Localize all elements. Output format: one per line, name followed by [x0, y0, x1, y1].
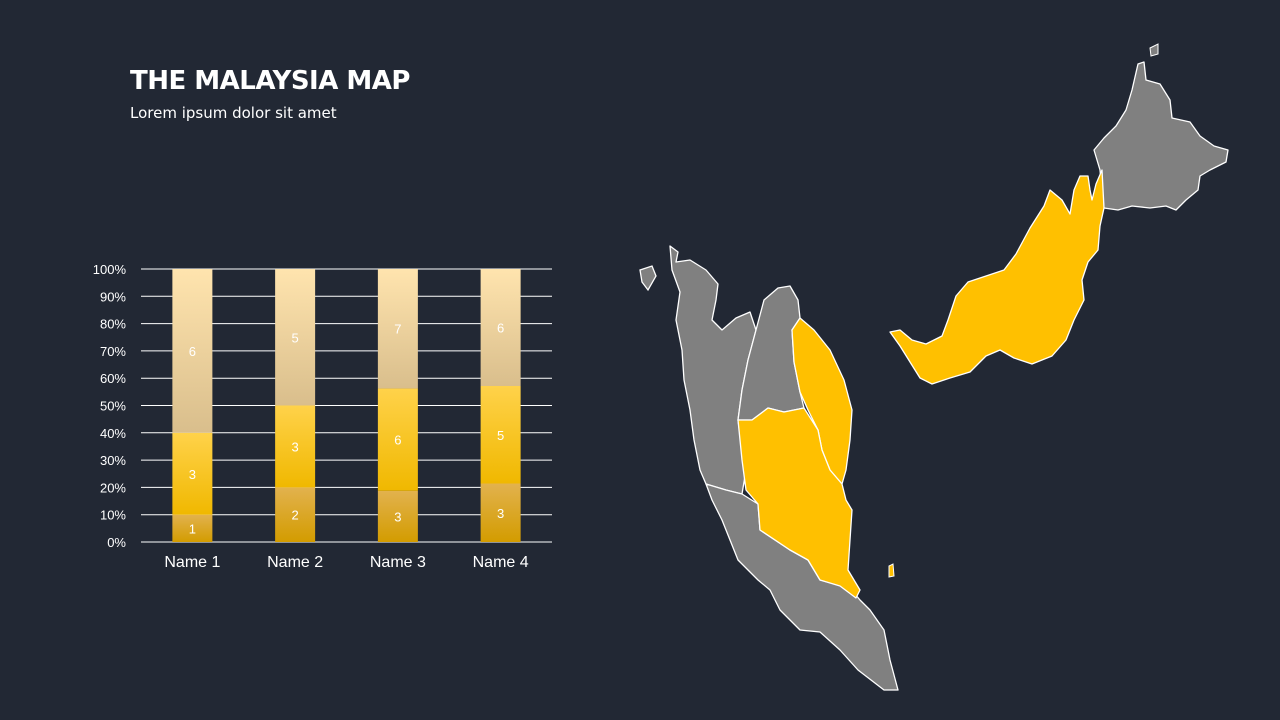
data-label: 3 [497, 506, 504, 521]
data-label: 2 [292, 508, 299, 523]
bar-segment [480, 269, 521, 386]
x-tick-label: Name 1 [164, 554, 220, 571]
bar-segment [377, 388, 418, 491]
data-label: 3 [292, 439, 299, 454]
map-region-tioman [888, 563, 895, 578]
bar-segment [275, 269, 316, 406]
map-region-perlis-island [639, 265, 657, 292]
bar-segment [377, 269, 418, 389]
data-label: 3 [394, 509, 401, 524]
stacked-bar-chart: 0% 10% 20% 30% 40% 50% 60% 70% 80% 90% 100% 1 3 6 Name… [93, 262, 552, 571]
y-tick-label: 40% [100, 426, 126, 441]
map-region-sabah [1093, 61, 1229, 211]
bar-segment [480, 483, 521, 542]
data-label: 1 [189, 521, 196, 536]
y-tick-label: 100% [93, 262, 127, 277]
page-subtitle: Lorem ipsum dolor sit amet [130, 104, 337, 122]
x-tick-label: Name 2 [267, 554, 323, 571]
data-label: 7 [394, 322, 401, 337]
y-tick-label: 70% [100, 344, 126, 359]
bar-segment [172, 432, 213, 515]
y-tick-label: 90% [100, 289, 126, 304]
map-region-sabah-island [1149, 43, 1159, 57]
page-title: THE MALAYSIA MAP [130, 66, 410, 96]
y-tick-label: 0% [107, 535, 126, 550]
data-label: 6 [394, 433, 401, 448]
bar-segment [172, 514, 213, 542]
data-label: 6 [189, 344, 196, 359]
data-label: 3 [189, 467, 196, 482]
x-tick-label: Name 4 [473, 554, 529, 571]
y-tick-label: 30% [100, 453, 126, 468]
y-tick-label: 10% [100, 508, 126, 523]
data-label: 5 [497, 428, 504, 443]
bar-segment [377, 490, 418, 542]
data-label: 5 [292, 330, 299, 345]
bar-segment [172, 269, 213, 433]
map-region-pahang [737, 407, 861, 599]
bar-segment [275, 405, 316, 488]
bar-segment [480, 386, 521, 484]
y-tick-label: 50% [100, 399, 126, 414]
y-tick-label: 60% [100, 371, 126, 386]
y-tick-label: 80% [100, 317, 126, 332]
map-region-sarawak [889, 169, 1105, 385]
x-tick-label: Name 3 [370, 554, 426, 571]
bar-segment [275, 487, 316, 542]
data-label: 6 [497, 321, 504, 336]
y-tick-label: 20% [100, 480, 126, 495]
